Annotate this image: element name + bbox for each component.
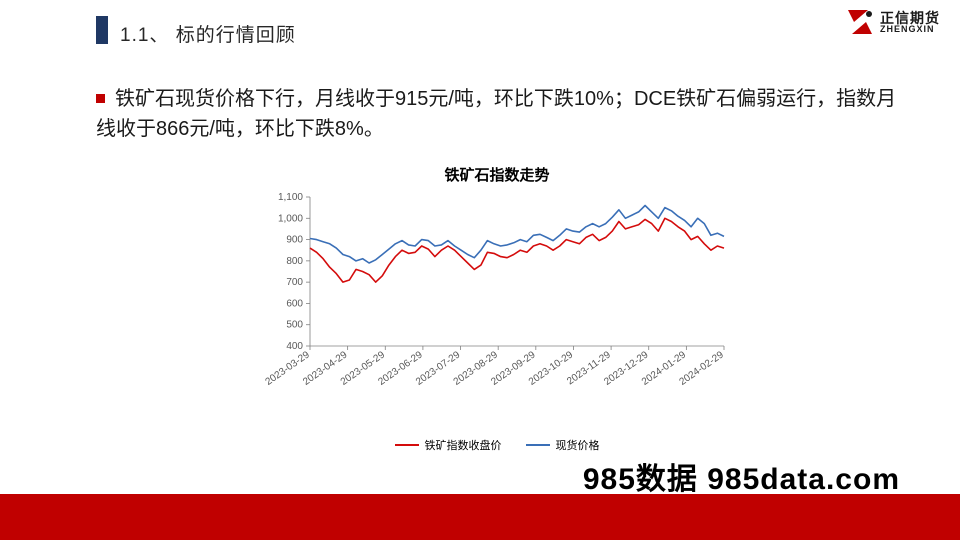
svg-text:700: 700 <box>286 277 303 288</box>
section-title: 1.1、 标的行情回顾 <box>120 20 296 47</box>
brand-logo: 正信期货 ZHENGXIN <box>846 8 940 36</box>
svg-text:1,000: 1,000 <box>278 213 303 224</box>
svg-text:1,100: 1,100 <box>278 192 303 203</box>
series-line <box>310 218 724 282</box>
brand-name-en: ZHENGXIN <box>880 25 940 34</box>
summary-text: 铁矿石现货价格下行，月线收于915元/吨，环比下跌10%；DCE铁矿石偏弱运行，… <box>96 88 896 140</box>
legend-swatch <box>526 444 550 446</box>
legend-label: 铁矿指数收盘价 <box>425 437 502 453</box>
svg-text:600: 600 <box>286 298 303 309</box>
chart-canvas: 4005006007008009001,0001,1002023-03-2920… <box>262 191 732 431</box>
svg-text:500: 500 <box>286 320 303 331</box>
legend-label: 现货价格 <box>556 437 600 453</box>
summary-paragraph: 铁矿石现货价格下行，月线收于915元/吨，环比下跌10%；DCE铁矿石偏弱运行，… <box>96 84 900 144</box>
svg-text:400: 400 <box>286 341 303 352</box>
bottom-bar <box>0 494 960 540</box>
chart-title: 铁矿石指数走势 <box>262 164 732 185</box>
svg-text:900: 900 <box>286 235 303 246</box>
watermark: 985数据 985data.com <box>583 454 900 498</box>
brand-logomark <box>846 8 874 36</box>
section-title-text: 标的行情回顾 <box>176 25 296 46</box>
section-number: 1.1、 <box>120 25 169 46</box>
bullet-icon <box>96 94 105 103</box>
svg-text:800: 800 <box>286 256 303 267</box>
section-stripe <box>96 16 108 44</box>
legend-item: 现货价格 <box>526 437 600 453</box>
series-line <box>310 206 724 264</box>
iron-ore-chart: 铁矿石指数走势 4005006007008009001,0001,1002023… <box>262 164 732 453</box>
legend-swatch <box>395 444 419 446</box>
brand-name-cn: 正信期货 <box>880 11 940 25</box>
chart-legend: 铁矿指数收盘价 现货价格 <box>262 437 732 453</box>
legend-item: 铁矿指数收盘价 <box>395 437 502 453</box>
